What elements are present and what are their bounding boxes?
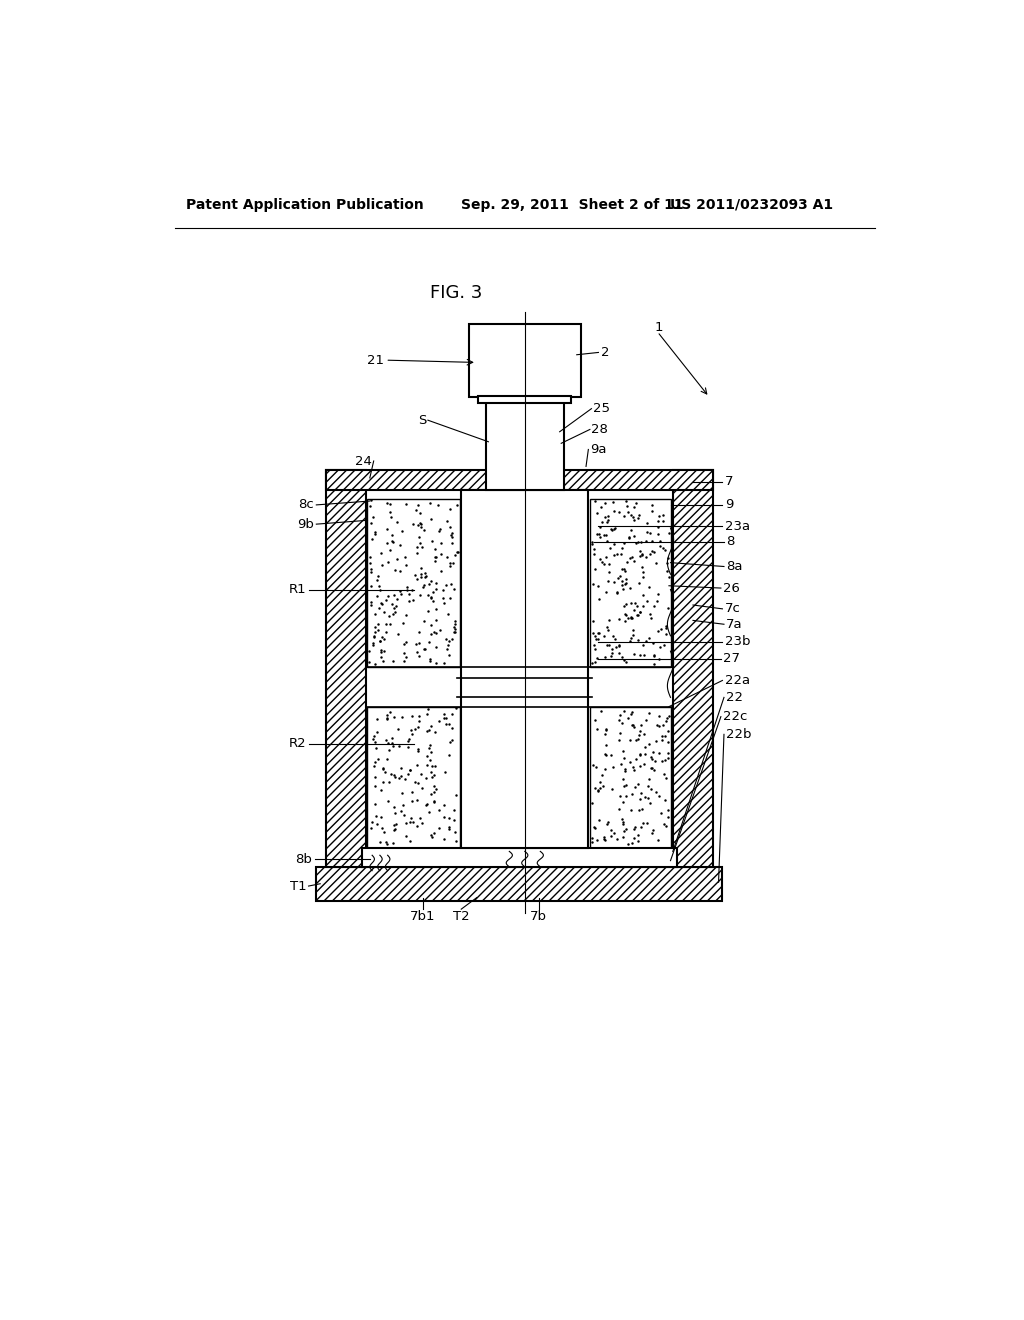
Bar xyxy=(326,470,366,867)
Text: 23b: 23b xyxy=(725,635,751,648)
Bar xyxy=(461,490,589,847)
Text: R1: R1 xyxy=(289,583,306,597)
Bar xyxy=(316,867,722,902)
Text: FIG. 3: FIG. 3 xyxy=(430,284,482,302)
Text: US 2011/0232093 A1: US 2011/0232093 A1 xyxy=(671,198,834,211)
Text: 8b: 8b xyxy=(296,853,312,866)
Bar xyxy=(368,499,460,667)
Text: R2: R2 xyxy=(289,737,306,750)
Text: 23a: 23a xyxy=(725,520,750,533)
Text: 28: 28 xyxy=(592,422,608,436)
Text: 24: 24 xyxy=(355,454,372,467)
Text: 26: 26 xyxy=(723,582,740,594)
Bar xyxy=(590,706,672,847)
Text: T1: T1 xyxy=(290,879,306,892)
Bar xyxy=(326,470,713,490)
Bar xyxy=(368,706,460,847)
Text: 2: 2 xyxy=(601,346,609,359)
Text: 8a: 8a xyxy=(726,560,742,573)
Text: 8: 8 xyxy=(726,536,734,548)
Text: 25: 25 xyxy=(593,403,610,416)
Bar xyxy=(469,323,581,397)
Text: 7a: 7a xyxy=(726,618,743,631)
Text: 7: 7 xyxy=(725,475,733,488)
Text: Patent Application Publication: Patent Application Publication xyxy=(186,198,424,211)
Text: 22: 22 xyxy=(726,690,743,704)
Bar xyxy=(478,396,571,404)
Text: S: S xyxy=(418,413,426,426)
Text: 22a: 22a xyxy=(725,675,750,686)
Text: T2: T2 xyxy=(453,911,470,924)
Text: 27: 27 xyxy=(723,652,740,665)
Text: 9a: 9a xyxy=(590,444,606,455)
Bar xyxy=(590,499,672,667)
Text: 22b: 22b xyxy=(726,727,752,741)
Bar xyxy=(486,397,563,490)
Text: 22c: 22c xyxy=(723,710,748,723)
Text: 7c: 7c xyxy=(725,602,740,615)
Text: 8c: 8c xyxy=(298,499,314,511)
Text: 7b1: 7b1 xyxy=(410,911,435,924)
Bar xyxy=(673,470,713,867)
Text: 9: 9 xyxy=(725,499,733,511)
Text: 21: 21 xyxy=(367,354,384,367)
Text: 9b: 9b xyxy=(297,517,314,531)
Bar xyxy=(362,847,677,867)
Text: 7b: 7b xyxy=(530,911,547,924)
Text: Sep. 29, 2011  Sheet 2 of 11: Sep. 29, 2011 Sheet 2 of 11 xyxy=(461,198,684,211)
Text: 1: 1 xyxy=(655,321,664,334)
